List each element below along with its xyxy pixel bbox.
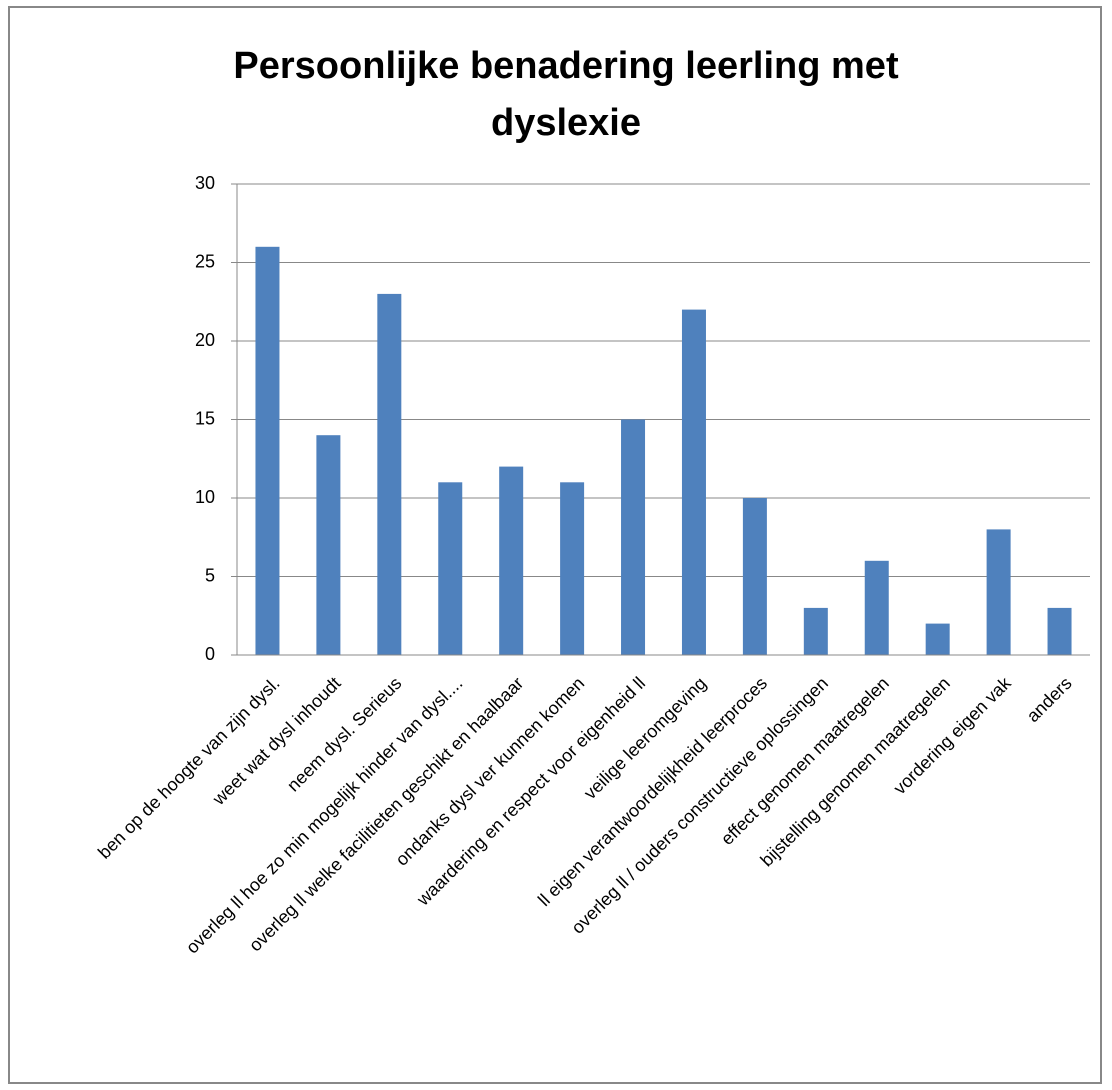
y-tick-label: 10	[195, 487, 215, 507]
bar	[499, 466, 524, 655]
bar	[986, 529, 1011, 655]
y-tick-label: 0	[205, 644, 215, 664]
bar	[316, 435, 341, 655]
bar	[621, 419, 646, 655]
y-tick-label: 25	[195, 251, 215, 271]
bar	[925, 623, 950, 655]
bar	[560, 482, 585, 655]
bar	[377, 293, 402, 655]
x-tick-label: overleg ll hoe zo min mogelijk hinder va…	[182, 673, 466, 957]
bar	[803, 607, 828, 655]
y-tick-label: 5	[205, 565, 215, 585]
bar	[864, 560, 889, 655]
x-tick-label: ll eigen verantwoordelijkheid leerproces	[534, 673, 771, 910]
y-tick-label: 20	[195, 330, 215, 350]
y-tick-label: 30	[195, 173, 215, 193]
bar	[681, 309, 706, 655]
x-tick-label: anders	[1023, 673, 1076, 726]
x-tick-label: waardering en respect voor eigenheid ll	[412, 673, 649, 910]
bar	[438, 482, 463, 655]
y-tick-label: 15	[195, 408, 215, 428]
x-tick-label: neem dysl. Serieus	[283, 673, 405, 795]
bar	[742, 498, 767, 655]
bar	[1047, 607, 1072, 655]
x-tick-label: vordering eigen vak	[890, 672, 1016, 798]
chart-frame	[8, 6, 1102, 1084]
bar	[255, 246, 280, 656]
chart-title: Persoonlijke benadering leerling met dys…	[233, 45, 899, 144]
